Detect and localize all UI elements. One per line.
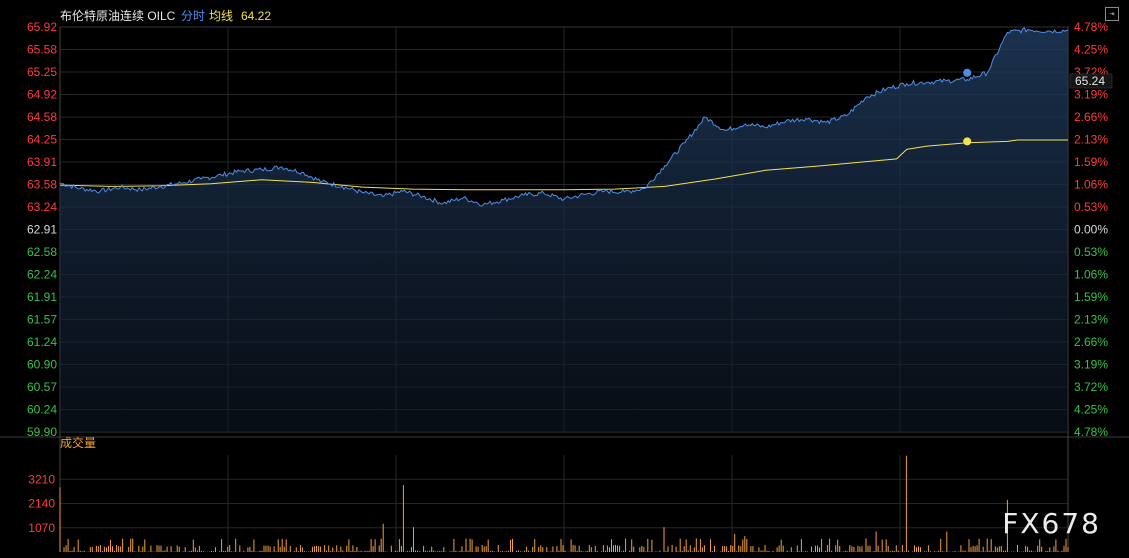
price-area	[60, 27, 1068, 433]
price-line	[59, 27, 1068, 207]
pct-tick-label: 4.78%	[1074, 425, 1108, 439]
volume-tick-label: 1070	[28, 521, 55, 535]
pct-tick-label: 0.53%	[1074, 200, 1108, 214]
y-tick-label: 63.91	[27, 155, 57, 169]
y-tick-label: 65.92	[27, 20, 57, 34]
series-marker	[963, 137, 972, 146]
y-tick-label: 61.24	[27, 335, 57, 349]
y-tick-label: 59.90	[27, 425, 57, 439]
expand-icon[interactable]: ⇥	[1105, 7, 1119, 21]
avg-series-line	[59, 139, 1068, 191]
y-tick-label: 64.58	[27, 110, 57, 124]
y-tick-label: 65.25	[27, 65, 57, 79]
pct-tick-label: 4.25%	[1074, 43, 1108, 57]
pct-tick-label: 3.19%	[1074, 358, 1108, 372]
y-tick-label: 60.57	[27, 380, 57, 394]
mode-label[interactable]: 分时	[181, 9, 205, 23]
pct-tick-label: 0.00%	[1074, 223, 1108, 237]
instrument-title: 布伦特原油连续 OILC	[60, 8, 176, 23]
y-tick-label: 63.24	[27, 200, 57, 214]
line-markers	[963, 68, 972, 146]
pct-tick-label: 1.59%	[1074, 290, 1108, 304]
pct-tick-label: 2.66%	[1074, 335, 1108, 349]
last-price-tag: 65.24	[1075, 74, 1105, 88]
watermark: FX678	[1002, 507, 1101, 540]
y-tick-label: 60.90	[27, 358, 57, 372]
last-price-tag-bg	[1069, 73, 1113, 89]
pct-tick-label: 1.59%	[1074, 155, 1108, 169]
pct-tick-label: 4.78%	[1074, 20, 1108, 34]
avg-value: 64.22	[241, 9, 271, 23]
pct-tick-label: 2.66%	[1074, 110, 1108, 124]
avg-label: 均线	[209, 9, 233, 23]
volume-axis: 3210 2140 1070	[28, 472, 55, 535]
right-percent-axis: 4.78% 4.25% 3.72% 3.19% 2.66% 2.13% 1.59% 1.06%…	[1074, 20, 1108, 439]
y-tick-label: 62.58	[27, 245, 57, 259]
y-tick-label: 63.58	[27, 178, 57, 192]
volume-tick-label: 2140	[28, 497, 55, 511]
volume-label: 成交量	[60, 435, 96, 450]
price-area-fill	[60, 27, 1068, 433]
price-series-line	[59, 27, 1068, 207]
y-tick-label: 61.57	[27, 313, 57, 327]
pct-tick-label: 1.06%	[1074, 268, 1108, 282]
series-marker	[963, 68, 972, 77]
pct-tick-label: 0.53%	[1074, 245, 1108, 259]
pct-tick-label: 4.25%	[1074, 403, 1108, 417]
pct-tick-label: 3.19%	[1074, 88, 1108, 102]
pct-tick-label: 3.72%	[1074, 380, 1108, 394]
y-tick-label: 62.91	[27, 223, 57, 237]
y-tick-label: 62.24	[27, 268, 57, 282]
y-tick-label: 64.92	[27, 88, 57, 102]
pct-tick-label: 2.13%	[1074, 313, 1108, 327]
pct-tick-label: 1.06%	[1074, 178, 1108, 192]
volume-bars	[59, 455, 1069, 552]
y-tick-label: 60.24	[27, 403, 57, 417]
pct-tick-label: 2.13%	[1074, 133, 1108, 147]
y-tick-label: 61.91	[27, 290, 57, 304]
y-tick-label: 64.25	[27, 133, 57, 147]
volume-tick-label: 3210	[28, 472, 55, 486]
y-tick-label: 65.58	[27, 43, 57, 57]
average-line	[59, 139, 1068, 191]
left-price-axis: 65.92 65.58 65.25 64.92 64.58 64.25 63.91 63.58…	[27, 20, 57, 439]
